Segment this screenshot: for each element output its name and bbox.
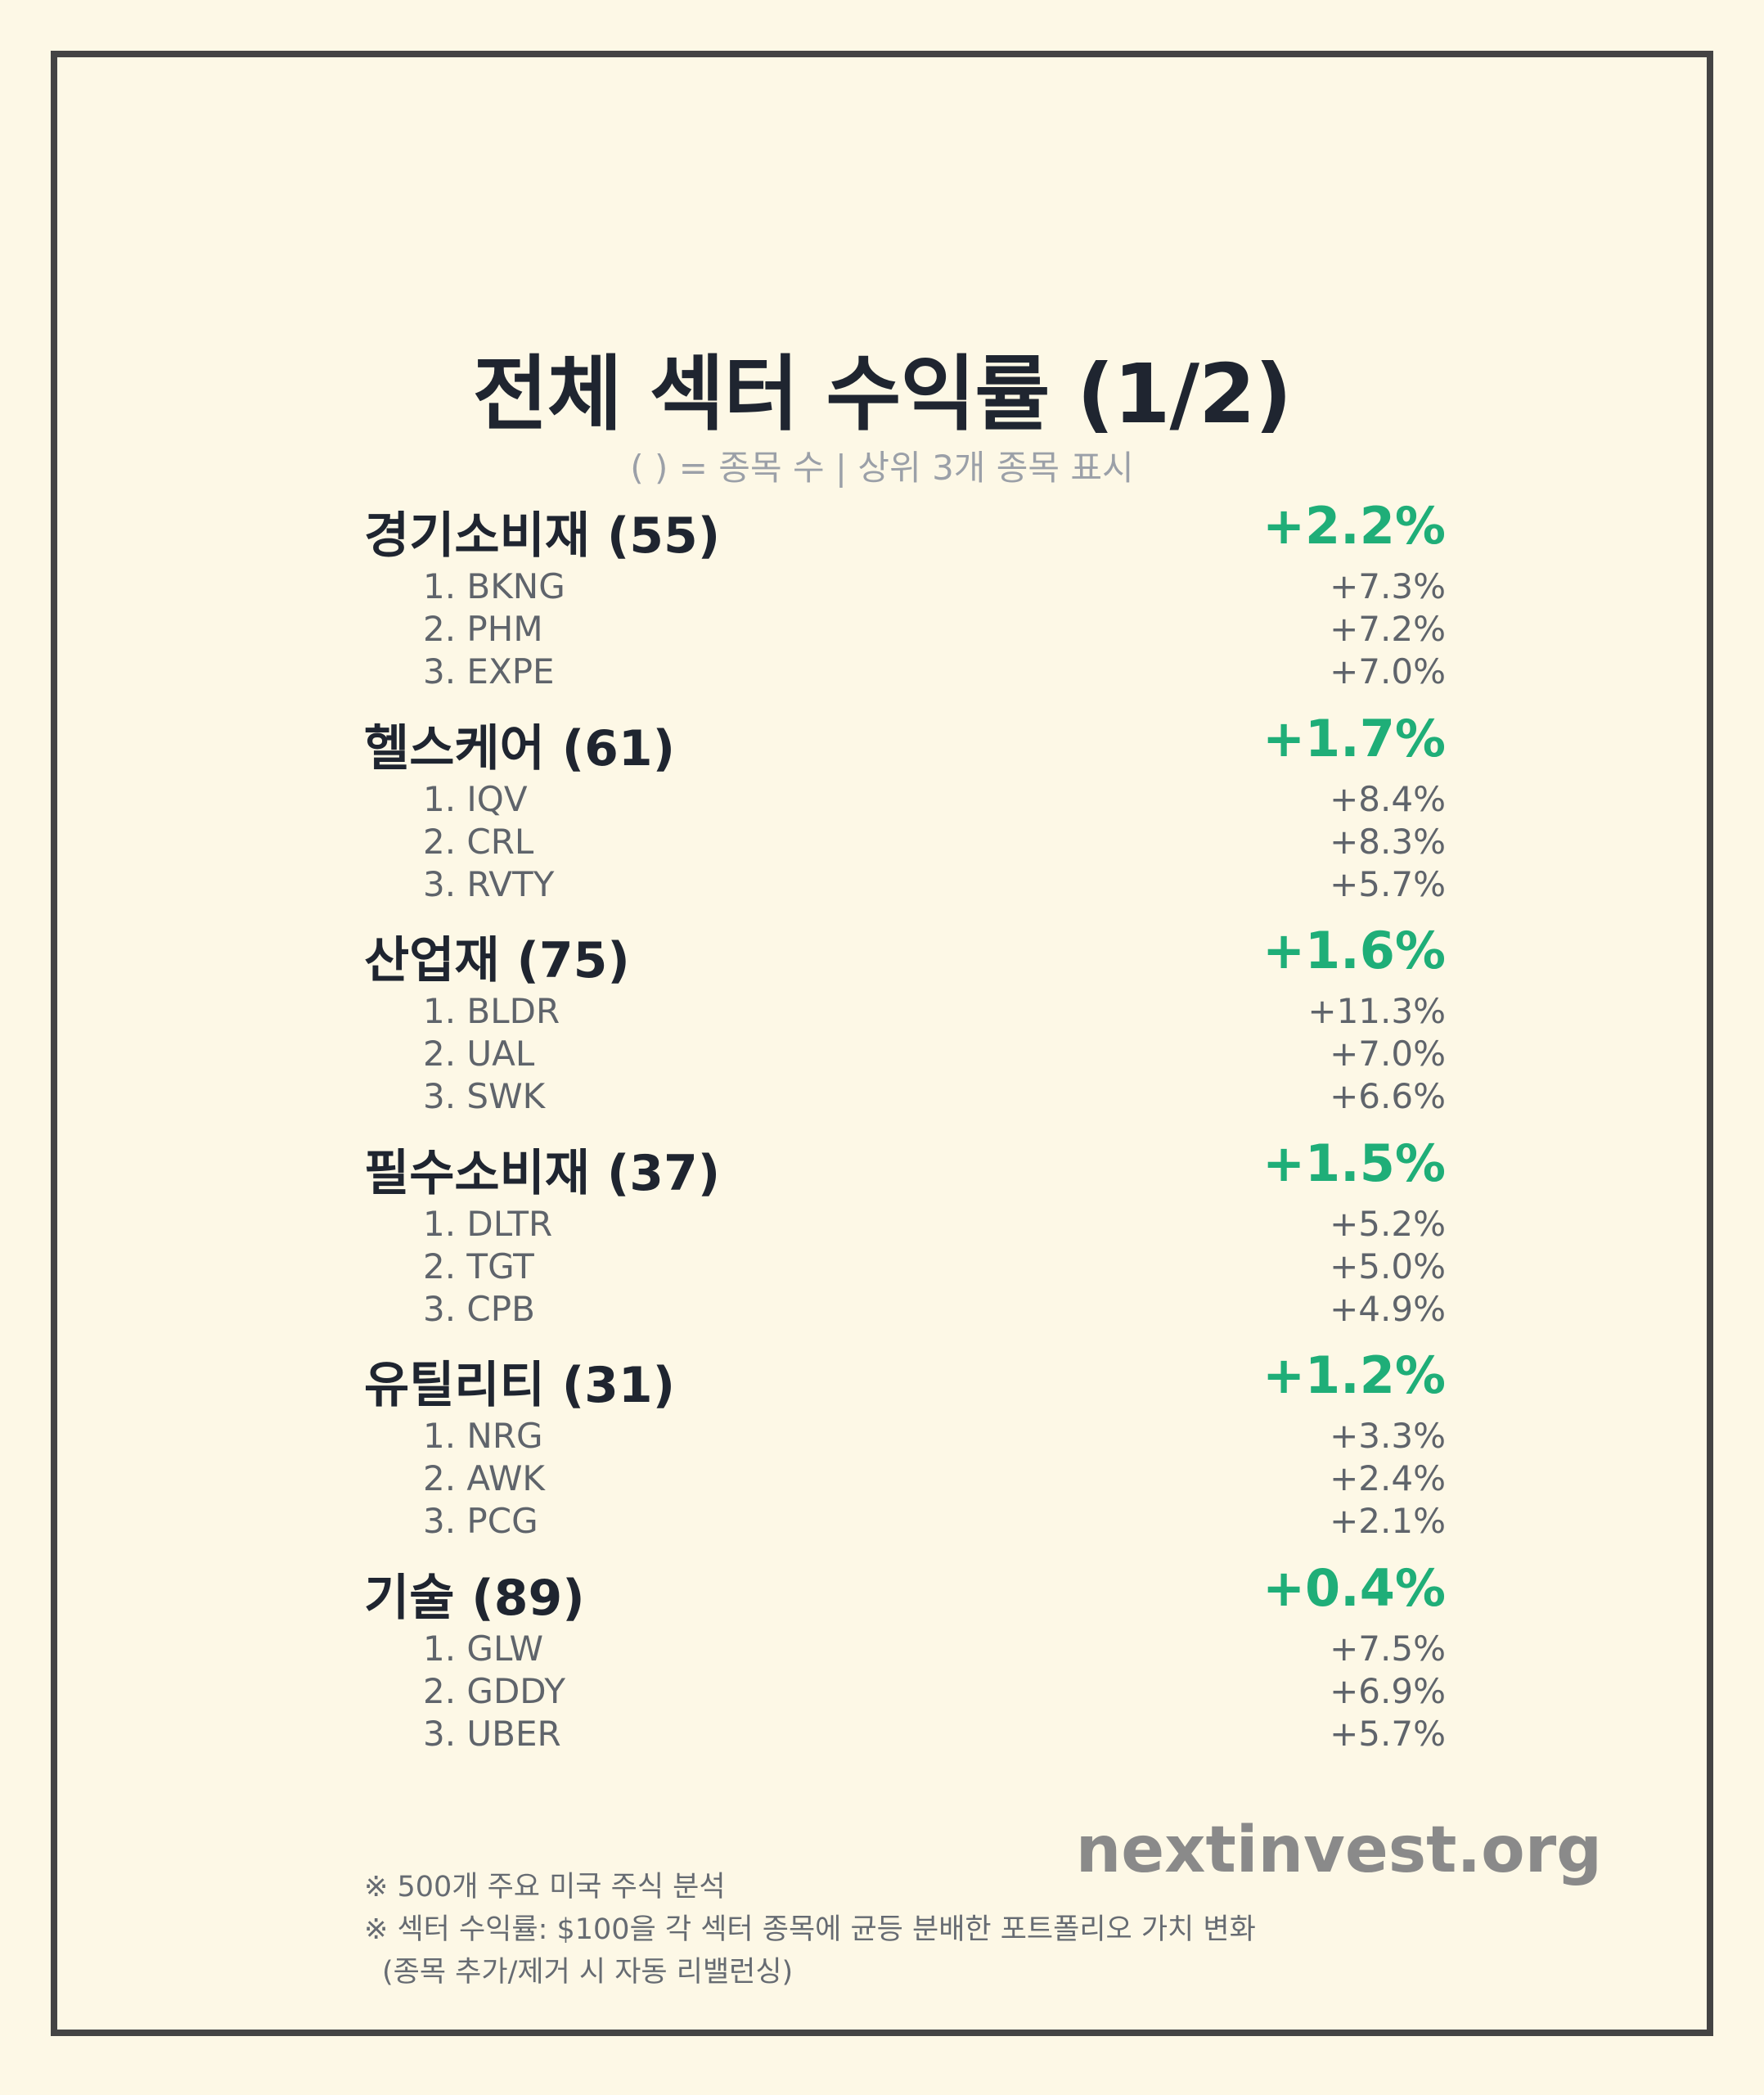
stock-row: 3. SWK +6.6%	[364, 1076, 1446, 1119]
sector-block: 산업재 (75) +1.6% 1. BLDR +11.3% 2. UAL +7.0%…	[364, 916, 1446, 1129]
stock-return: +2.1%	[1330, 1501, 1446, 1541]
footnote-3: (종목 추가/제거 시 자동 리밸런싱)	[382, 1956, 794, 1989]
stock-return: +5.7%	[1330, 863, 1446, 904]
stock-name: 3. UBER	[423, 1713, 561, 1754]
stock-row: 1. DLTR +5.2%	[364, 1204, 1446, 1246]
stock-row: 2. CRL +8.3%	[364, 822, 1446, 864]
sector-header: 필수소비재 (37) +1.5%	[364, 1129, 1446, 1204]
stock-name: 1. BKNG	[423, 566, 565, 606]
sector-name: 경기소비재 (55)	[364, 507, 721, 565]
sector-header: 경기소비재 (55) +2.2%	[364, 491, 1446, 566]
stock-name: 1. DLTR	[423, 1203, 553, 1244]
sector-name: 유틸리티 (31)	[364, 1357, 676, 1414]
sector-return: +2.2%	[1262, 496, 1446, 556]
stock-name: 2. PHM	[423, 609, 543, 649]
sector-header: 헬스케어 (61) +1.7%	[364, 704, 1446, 779]
stock-return: +5.0%	[1330, 1246, 1446, 1286]
brand-link[interactable]: nextinvest.org	[1075, 1813, 1602, 1887]
stock-return: +6.6%	[1330, 1076, 1446, 1116]
sector-block: 필수소비재 (37) +1.5% 1. DLTR +5.2% 2. TGT +5.0…	[364, 1129, 1446, 1341]
stock-row: 2. AWK +2.4%	[364, 1458, 1446, 1501]
stock-name: 1. BLDR	[423, 991, 560, 1031]
sector-name: 산업재 (75)	[364, 932, 630, 989]
stock-return: +3.3%	[1330, 1416, 1446, 1456]
page-subtitle: ( ) = 종목 수 | 상위 3개 종목 표시	[630, 448, 1134, 488]
stock-name: 3. EXPE	[423, 651, 555, 692]
stock-return: +7.0%	[1330, 651, 1446, 692]
stock-row: 3. EXPE +7.0%	[364, 651, 1446, 694]
stock-name: 3. CPB	[423, 1288, 535, 1329]
stock-return: +6.9%	[1330, 1670, 1446, 1711]
stock-return: +8.4%	[1330, 778, 1446, 819]
stock-return: +11.3%	[1307, 991, 1446, 1031]
footnote-1: ※ 500개 주요 미국 주식 분석	[364, 1871, 726, 1904]
sector-return: +1.2%	[1262, 1345, 1446, 1405]
footnote-2: ※ 섹터 수익률: $100을 각 섹터 종목에 균등 분배한 포트폴리오 가치…	[364, 1913, 1256, 1946]
stock-row: 3. CPB +4.9%	[364, 1289, 1446, 1331]
stock-return: +8.3%	[1330, 821, 1446, 862]
stock-return: +7.2%	[1330, 609, 1446, 649]
sector-return: +0.4%	[1262, 1557, 1446, 1618]
footnotes: ※ 500개 주요 미국 주식 분석 ※ 섹터 수익률: $100을 각 섹터 …	[364, 1866, 1256, 1994]
stock-row: 3. UBER +5.7%	[364, 1714, 1446, 1756]
stock-name: 1. NRG	[423, 1416, 543, 1456]
sector-header: 유틸리티 (31) +1.2%	[364, 1340, 1446, 1416]
stock-return: +5.7%	[1330, 1713, 1446, 1754]
stock-return: +4.9%	[1330, 1288, 1446, 1329]
stock-row: 1. IQV +8.4%	[364, 779, 1446, 822]
stock-return: +7.0%	[1330, 1034, 1446, 1074]
page-frame	[51, 51, 1713, 2036]
sector-return: +1.7%	[1262, 708, 1446, 768]
sector-header: 산업재 (75) +1.6%	[364, 916, 1446, 991]
stock-return: +5.2%	[1330, 1203, 1446, 1244]
sector-block: 기술 (89) +0.4% 1. GLW +7.5% 2. GDDY +6.9% 3…	[364, 1553, 1446, 1766]
sector-block: 헬스케어 (61) +1.7% 1. IQV +8.4% 2. CRL +8.3% …	[364, 704, 1446, 917]
stock-name: 1. GLW	[423, 1628, 544, 1669]
stock-return: +7.3%	[1330, 566, 1446, 606]
stock-row: 3. RVTY +5.7%	[364, 864, 1446, 907]
stock-return: +2.4%	[1330, 1458, 1446, 1498]
stock-row: 1. BLDR +11.3%	[364, 991, 1446, 1034]
stock-row: 2. GDDY +6.9%	[364, 1671, 1446, 1714]
sector-header: 기술 (89) +0.4%	[364, 1553, 1446, 1629]
stock-name: 2. GDDY	[423, 1670, 566, 1711]
stock-row: 2. TGT +5.0%	[364, 1246, 1446, 1289]
stock-name: 2. TGT	[423, 1246, 534, 1286]
stock-name: 3. SWK	[423, 1076, 546, 1116]
stock-row: 1. GLW +7.5%	[364, 1629, 1446, 1671]
stock-name: 3. RVTY	[423, 863, 555, 904]
sector-list: 경기소비재 (55) +2.2% 1. BKNG +7.3% 2. PHM +7.2…	[364, 491, 1446, 1765]
page-title: 전체 섹터 수익률 (1/2)	[472, 346, 1293, 442]
sector-return: +1.5%	[1262, 1133, 1446, 1193]
stock-name: 2. AWK	[423, 1458, 545, 1498]
stock-row: 3. PCG +2.1%	[364, 1501, 1446, 1543]
stock-name: 3. PCG	[423, 1501, 538, 1541]
sector-block: 유틸리티 (31) +1.2% 1. NRG +3.3% 2. AWK +2.4% …	[364, 1340, 1446, 1553]
stock-name: 2. CRL	[423, 821, 534, 862]
stock-name: 2. UAL	[423, 1034, 535, 1074]
sector-block: 경기소비재 (55) +2.2% 1. BKNG +7.3% 2. PHM +7.2…	[364, 491, 1446, 704]
stock-return: +7.5%	[1330, 1628, 1446, 1669]
sector-return: +1.6%	[1262, 921, 1446, 980]
sector-name: 기술 (89)	[364, 1569, 585, 1627]
stock-name: 1. IQV	[423, 778, 528, 819]
stock-row: 1. BKNG +7.3%	[364, 566, 1446, 609]
sector-name: 헬스케어 (61)	[364, 719, 676, 777]
sector-name: 필수소비재 (37)	[364, 1144, 721, 1202]
stock-row: 2. PHM +7.2%	[364, 609, 1446, 651]
stock-row: 2. UAL +7.0%	[364, 1034, 1446, 1076]
stock-row: 1. NRG +3.3%	[364, 1416, 1446, 1458]
